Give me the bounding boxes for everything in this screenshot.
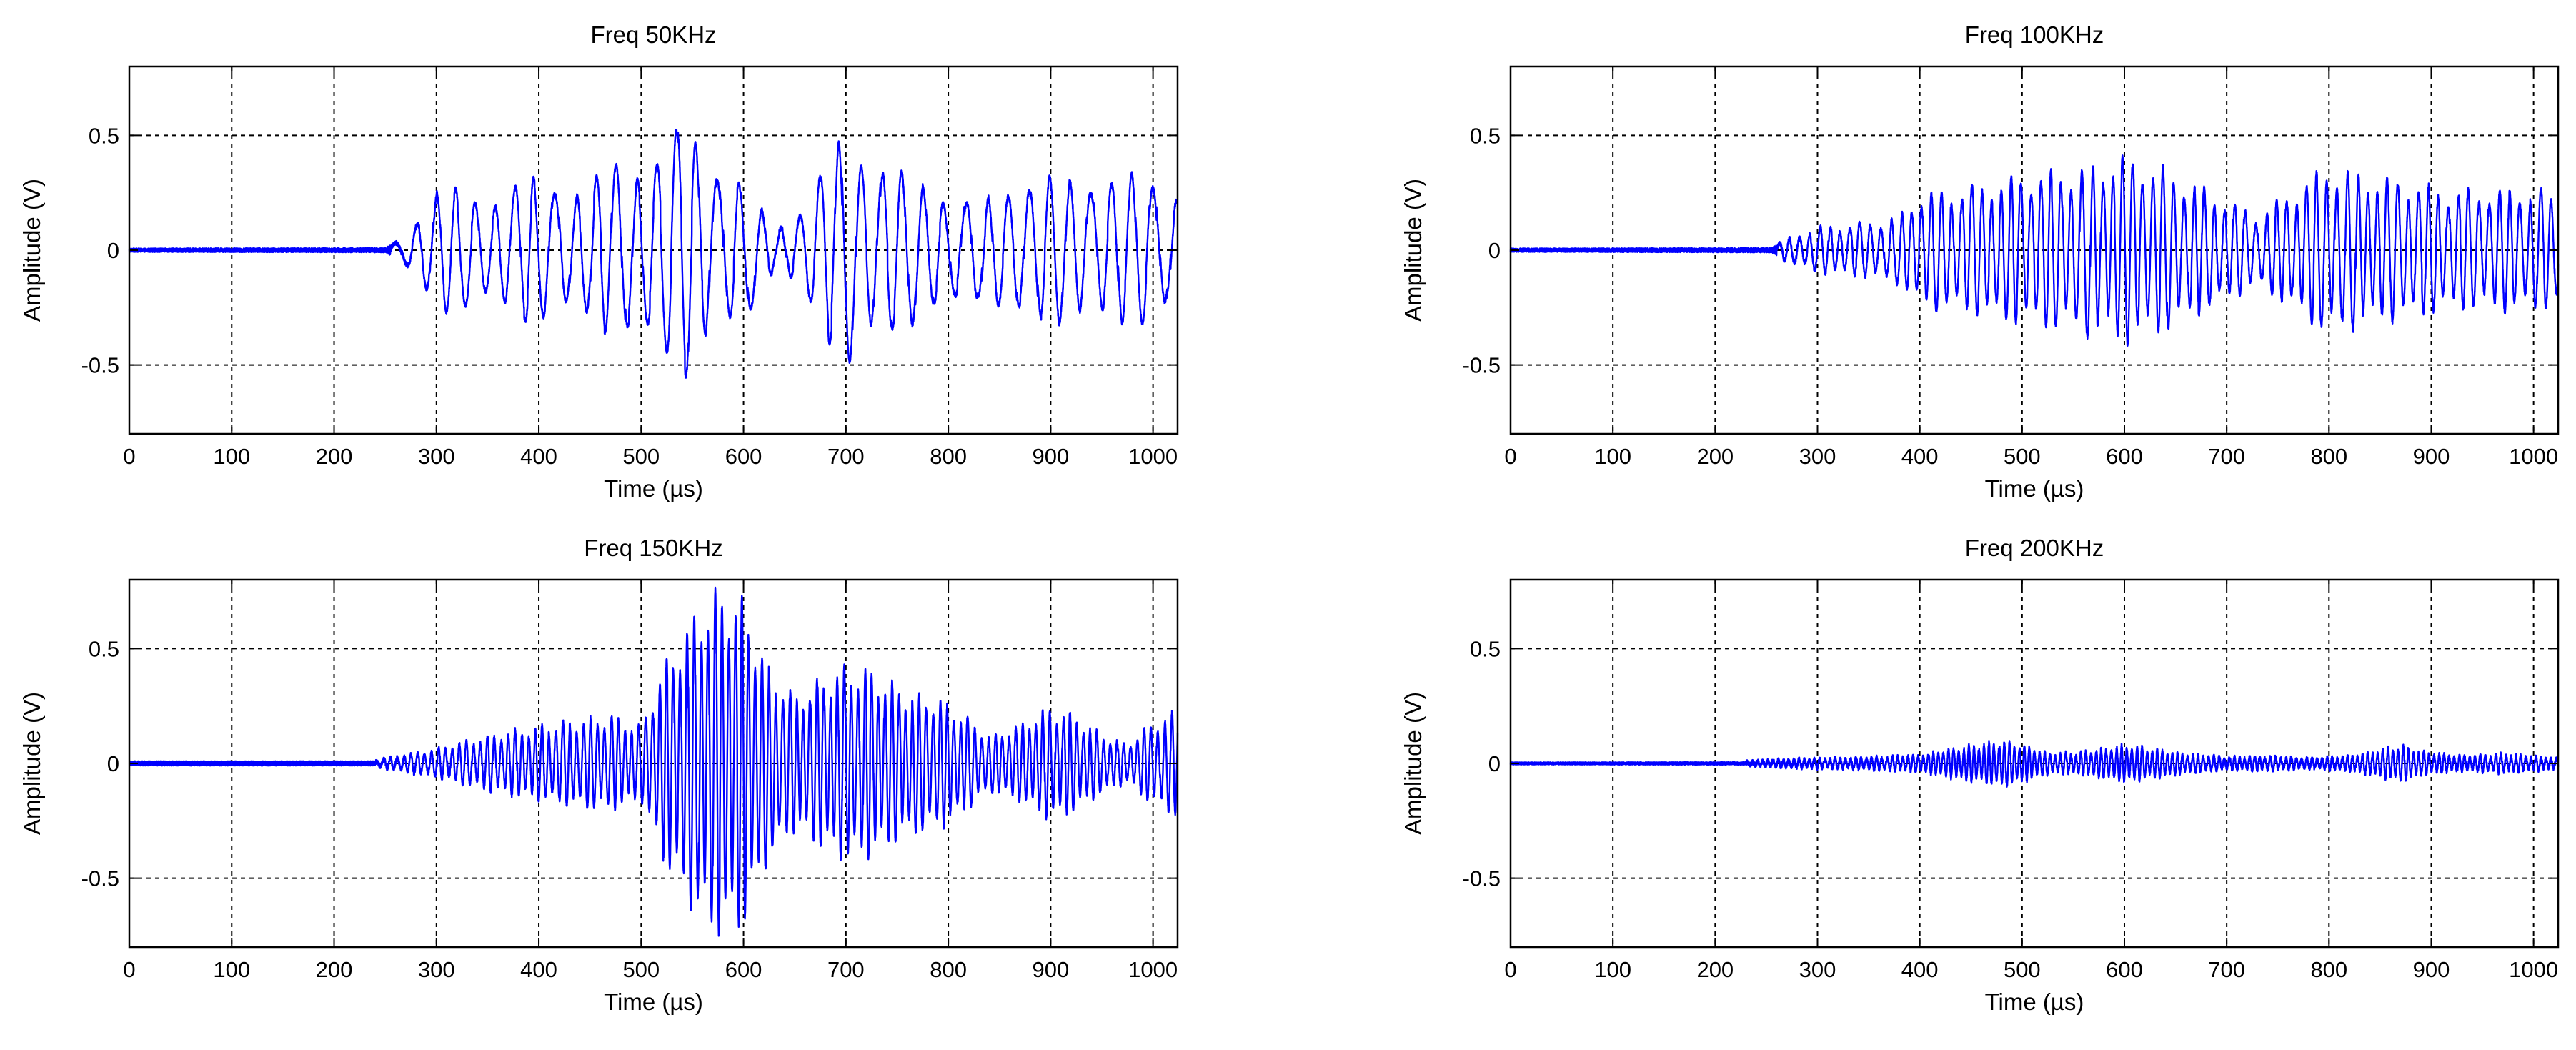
x-tick-label: 700	[827, 444, 865, 469]
x-tick-label: 400	[1901, 957, 1939, 982]
x-tick-label: 1000	[2509, 444, 2558, 469]
x-tick-label: 900	[1032, 957, 1069, 982]
x-tick-label: 200	[316, 444, 353, 469]
y-axis-label: Amplitude (V)	[1400, 692, 1426, 835]
y-axis-label: Amplitude (V)	[1400, 179, 1426, 322]
x-tick-label: 800	[930, 957, 967, 982]
x-tick-label: 500	[2004, 957, 2041, 982]
y-tick-label: -0.5	[81, 866, 119, 891]
y-tick-label: -0.5	[81, 353, 119, 378]
x-tick-label: 400	[520, 957, 557, 982]
x-tick-label: 600	[2106, 957, 2143, 982]
x-tick-label: 900	[2413, 444, 2450, 469]
x-axis-label: Time (µs)	[604, 989, 703, 1015]
x-tick-label: 300	[418, 957, 455, 982]
x-tick-label: 0	[123, 957, 135, 982]
x-tick-label: 700	[2208, 957, 2245, 982]
y-tick-label: -0.5	[1463, 353, 1501, 378]
x-tick-label: 300	[1799, 444, 1836, 469]
y-axis-label: Amplitude (V)	[19, 692, 45, 835]
chart-title: Freq 150KHz	[584, 535, 722, 561]
y-tick-label: 0.5	[1470, 123, 1501, 148]
signal-line	[1509, 740, 2560, 788]
x-tick-label: 100	[213, 957, 250, 982]
signal-line	[1509, 154, 2560, 347]
x-tick-label: 1000	[2509, 957, 2558, 982]
x-tick-label: 500	[2004, 444, 2041, 469]
x-tick-label: 600	[725, 444, 762, 469]
signal-line	[128, 586, 1179, 937]
chart-title: Freq 50KHz	[590, 21, 716, 48]
x-tick-label: 800	[930, 444, 967, 469]
x-tick-label: 600	[2106, 444, 2143, 469]
x-tick-label: 900	[1032, 444, 1069, 469]
x-tick-label: 200	[1696, 444, 1734, 469]
y-tick-label: 0.5	[89, 123, 119, 148]
x-tick-label: 200	[316, 957, 353, 982]
x-tick-label: 900	[2413, 957, 2450, 982]
x-tick-label: 700	[2208, 444, 2245, 469]
x-tick-label: 600	[725, 957, 762, 982]
y-axis-label: Amplitude (V)	[19, 179, 45, 322]
x-tick-label: 300	[418, 444, 455, 469]
x-tick-label: 800	[2310, 444, 2347, 469]
x-tick-label: 300	[1799, 957, 1836, 982]
x-axis-label: Time (µs)	[604, 475, 703, 502]
x-tick-label: 500	[622, 957, 660, 982]
y-tick-label: 0.5	[89, 636, 119, 661]
x-tick-label: 0	[1504, 957, 1516, 982]
y-tick-label: 0	[1488, 238, 1501, 263]
subplot-2: 0 100 200 300 400 500 600 700 800 900 1000 -0.5 0 0.5…	[1400, 21, 2560, 502]
x-tick-label: 400	[520, 444, 557, 469]
x-tick-label: 0	[1504, 444, 1516, 469]
y-tick-label: 0.5	[1470, 636, 1501, 661]
subplot-4: 0 100 200 300 400 500 600 700 800 900 1000 -0.5 0 0.5…	[1400, 535, 2560, 1015]
y-tick-label: 0	[1488, 751, 1501, 776]
chart-title: Freq 200KHz	[1965, 535, 2104, 561]
chart-title: Freq 100KHz	[1965, 21, 2104, 48]
x-tick-label: 1000	[1128, 957, 1178, 982]
y-tick-label: -0.5	[1463, 866, 1501, 891]
x-axis-label: Time (µs)	[1985, 989, 2084, 1015]
y-tick-label: 0	[107, 751, 119, 776]
x-tick-label: 0	[123, 444, 135, 469]
x-tick-label: 500	[622, 444, 660, 469]
x-tick-label: 100	[1594, 957, 1631, 982]
x-tick-label: 200	[1696, 957, 1734, 982]
y-tick-label: 0	[107, 238, 119, 263]
x-axis-label: Time (µs)	[1985, 475, 2084, 502]
x-tick-label: 1000	[1128, 444, 1178, 469]
signal-line	[128, 129, 1179, 379]
x-tick-label: 100	[1594, 444, 1631, 469]
x-tick-label: 400	[1901, 444, 1939, 469]
x-tick-label: 100	[213, 444, 250, 469]
x-tick-label: 700	[827, 957, 865, 982]
subplot-3: 0 100 200 300 400 500 600 700 800 900 1000 -0.5 0 0.5…	[19, 535, 1179, 1015]
x-tick-label: 800	[2310, 957, 2347, 982]
subplot-1: 0 100 200 300 400 500 600 700 800 900 1000 -0.5 0 0.5…	[19, 21, 1179, 502]
